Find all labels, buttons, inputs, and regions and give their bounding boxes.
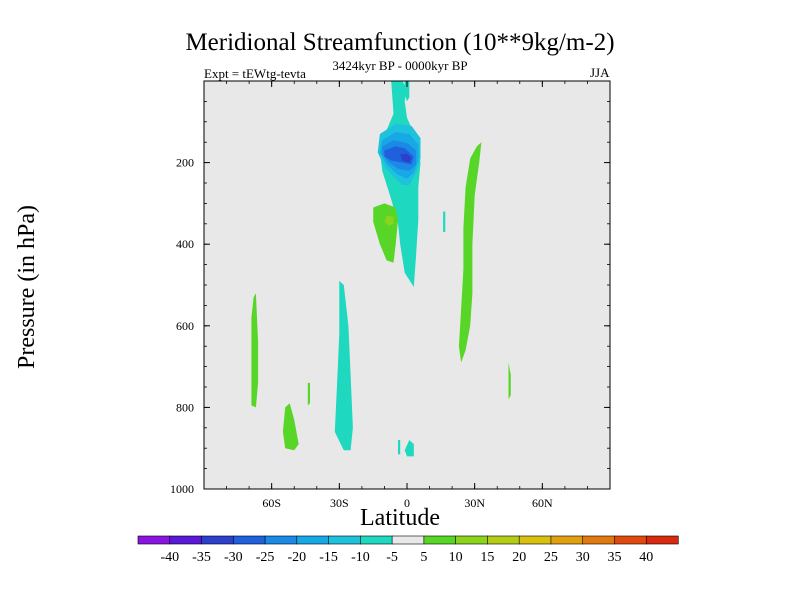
- colorbar-label: -20: [287, 550, 306, 565]
- y-tick-label: 600: [176, 319, 194, 333]
- colorbar-swatch: [518, 535, 552, 545]
- colorbar: -40 -35 -30 -25 -20 -15 -10 -5 5 10 15 20 25 30 35 40: [137, 535, 679, 565]
- colorbar-label: -40: [160, 550, 179, 565]
- contour-regions: [251, 81, 511, 457]
- experiment-label: Expt = tEWtg-tevta: [204, 66, 306, 81]
- colorbar-label: 35: [608, 550, 622, 565]
- contour-region-14: [282, 403, 299, 451]
- colorbar-swatch: [169, 535, 203, 545]
- colorbar-swatch: [614, 535, 647, 545]
- colorbar-label: 10: [449, 550, 463, 565]
- colorbar-label: -15: [319, 550, 338, 565]
- x-tick-label: 60S: [262, 496, 281, 510]
- chart-subtitle: 3424kyr BP - 0000kyr BP: [332, 58, 468, 73]
- x-tick-label: 60N: [532, 496, 553, 510]
- contour-region-9: [400, 153, 412, 163]
- colorbar-label: 5: [420, 550, 427, 565]
- colorbar-label: -25: [256, 550, 275, 565]
- colorbar-swatch: [264, 535, 298, 545]
- contour-region-4: [398, 440, 401, 455]
- colorbar-label: 30: [576, 550, 590, 565]
- season-label: JJA: [590, 65, 610, 80]
- x-tick-label: 0: [404, 496, 410, 510]
- colorbar-swatch: [391, 535, 425, 545]
- contour-region-12: [458, 142, 482, 363]
- colorbar-swatch: [582, 535, 616, 545]
- colorbar-swatch: [455, 535, 489, 545]
- y-tick-label: 1000: [170, 482, 194, 496]
- colorbar-swatch: [645, 535, 679, 545]
- contour-region-2: [334, 280, 353, 451]
- colorbar-swatch: [232, 535, 266, 545]
- x-tick-label: 30N: [464, 496, 485, 510]
- chart-title: Meridional Streamfunction (10**9kg/m-2): [185, 29, 615, 56]
- colorbar-label: 20: [512, 550, 526, 565]
- contour-region-1: [404, 81, 410, 102]
- colorbar-swatch: [137, 535, 171, 545]
- y-tick-label: 200: [176, 156, 194, 170]
- y-tick-label: 400: [176, 237, 194, 251]
- contour-region-16: [508, 362, 511, 400]
- colorbar-label: -5: [386, 550, 398, 565]
- colorbar-swatch: [201, 535, 234, 545]
- colorbar-swatch: [487, 535, 520, 545]
- x-tick-label: 30S: [330, 496, 349, 510]
- colorbar-swatch: [328, 535, 361, 545]
- contour-region-11: [384, 215, 394, 226]
- contour-region-17: [443, 211, 446, 232]
- colorbar-swatch: [423, 535, 457, 545]
- colorbar-label: -35: [192, 550, 211, 565]
- contour-region-3: [404, 440, 414, 457]
- colorbar-label: 15: [480, 550, 494, 565]
- axes-group: 60S 30S 0 30N 60N 200 400 600 800 1000: [170, 80, 611, 510]
- colorbar-swatch: [360, 535, 393, 545]
- colorbar-label: -10: [351, 550, 370, 565]
- x-axis-label: Latitude: [360, 505, 440, 531]
- contour-region-15: [307, 382, 310, 406]
- colorbar-label: -30: [224, 550, 243, 565]
- colorbar-label: 40: [639, 550, 653, 565]
- colorbar-label: 25: [544, 550, 558, 565]
- y-tick-label: 800: [176, 400, 194, 414]
- contour-region-13: [251, 293, 259, 408]
- colorbar-swatch: [550, 535, 584, 545]
- colorbar-swatch: [296, 535, 330, 545]
